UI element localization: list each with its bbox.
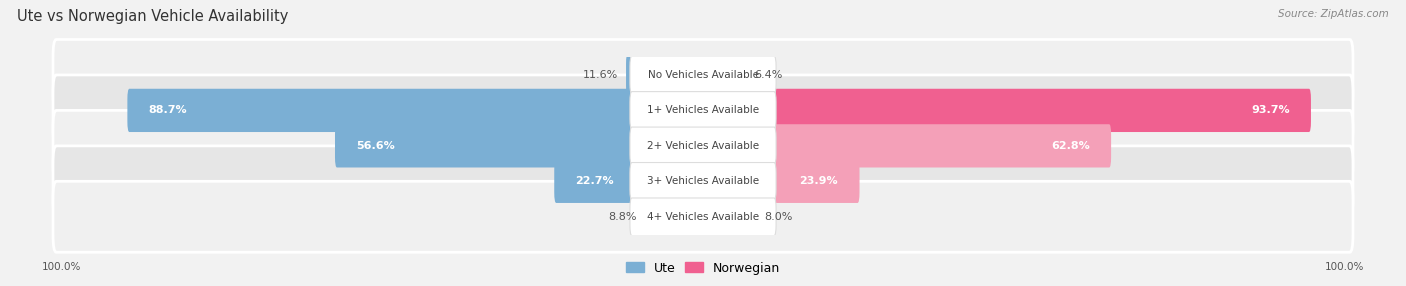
Text: 1+ Vehicles Available: 1+ Vehicles Available [647,106,759,115]
Text: 100.0%: 100.0% [1324,262,1364,272]
Text: 62.8%: 62.8% [1052,141,1090,151]
Text: 23.9%: 23.9% [800,176,838,186]
Text: 4+ Vehicles Available: 4+ Vehicles Available [647,212,759,222]
FancyBboxPatch shape [630,162,776,200]
Text: 100.0%: 100.0% [42,262,82,272]
FancyBboxPatch shape [335,124,704,168]
FancyBboxPatch shape [702,160,859,203]
Text: No Vehicles Available: No Vehicles Available [648,70,758,80]
Text: 6.4%: 6.4% [754,70,783,80]
FancyBboxPatch shape [644,195,704,239]
Text: 93.7%: 93.7% [1251,106,1289,115]
FancyBboxPatch shape [53,146,1353,217]
FancyBboxPatch shape [630,56,776,94]
Text: 3+ Vehicles Available: 3+ Vehicles Available [647,176,759,186]
FancyBboxPatch shape [630,198,776,236]
Text: 22.7%: 22.7% [575,176,614,186]
Text: Source: ZipAtlas.com: Source: ZipAtlas.com [1278,9,1389,19]
FancyBboxPatch shape [702,89,1310,132]
FancyBboxPatch shape [702,53,747,97]
FancyBboxPatch shape [53,181,1353,252]
FancyBboxPatch shape [53,110,1353,181]
Text: 88.7%: 88.7% [149,106,187,115]
FancyBboxPatch shape [128,89,704,132]
Text: 8.0%: 8.0% [765,212,793,222]
Text: 2+ Vehicles Available: 2+ Vehicles Available [647,141,759,151]
FancyBboxPatch shape [53,75,1353,146]
Text: 8.8%: 8.8% [607,212,637,222]
Text: 56.6%: 56.6% [356,141,395,151]
FancyBboxPatch shape [626,53,704,97]
FancyBboxPatch shape [702,124,1111,168]
FancyBboxPatch shape [53,39,1353,110]
FancyBboxPatch shape [554,160,704,203]
Text: Ute vs Norwegian Vehicle Availability: Ute vs Norwegian Vehicle Availability [17,9,288,23]
Legend: Ute, Norwegian: Ute, Norwegian [621,257,785,280]
FancyBboxPatch shape [630,127,776,165]
Text: 11.6%: 11.6% [583,70,619,80]
FancyBboxPatch shape [630,92,776,129]
FancyBboxPatch shape [702,195,756,239]
